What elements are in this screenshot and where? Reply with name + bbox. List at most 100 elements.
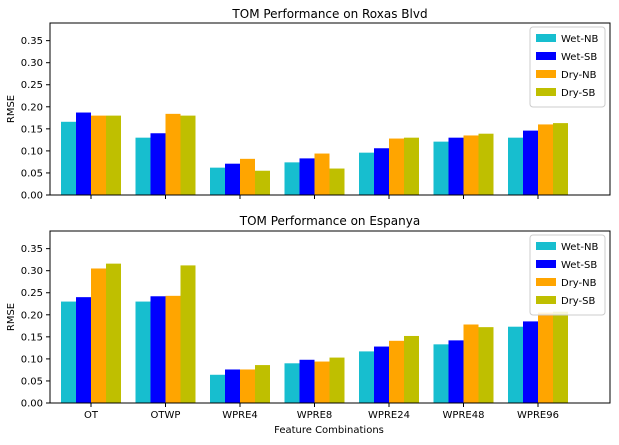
bar-wet-nb-wpre48 [433, 141, 449, 195]
bar-dry-sb-otwp [180, 115, 196, 195]
bar-wet-nb-ot [61, 121, 76, 195]
legend-swatch-dry-nb [536, 278, 556, 286]
bar-dry-sb-wpre4 [255, 365, 270, 403]
bar-dry-nb-ot [91, 115, 106, 195]
bar-dry-sb-wpre24 [404, 335, 419, 403]
bar-dry-sb-wpre96 [553, 123, 568, 195]
bar-dry-nb-wpre24 [389, 138, 404, 195]
bar-dry-nb-otwp [165, 295, 181, 403]
bar-dry-nb-wpre8 [314, 153, 330, 195]
bar-wet-sb-ot [76, 297, 91, 403]
bar-dry-nb-ot [91, 268, 106, 403]
legend-box [529, 234, 606, 316]
bar-dry-nb-wpre8 [314, 361, 330, 403]
bar-wet-nb-wpre48 [433, 344, 449, 403]
bar-wet-sb-otwp [150, 133, 166, 195]
legend-box [529, 26, 606, 108]
x-tick-label-wpre96: WPRE96 [517, 410, 559, 421]
x-tick-label-otwp: OTWP [151, 410, 181, 421]
bar-dry-sb-otwp [180, 265, 196, 403]
bar-dry-nb-otwp [165, 113, 181, 195]
bar-wet-sb-ot [76, 112, 91, 195]
y-tick-label: 0.10 [21, 354, 43, 365]
bar-dry-sb-wpre24 [404, 137, 419, 195]
y-tick-label: 0.00 [21, 191, 43, 202]
legend-label-dry-sb: Dry-SB [561, 296, 596, 307]
chart-panel-roxas-blvd: TOM Performance on Roxas Blvd RMSE 0.00 0.0… [6, 7, 611, 202]
bar-wet-nb-wpre4 [210, 167, 225, 195]
y-tick-label: 0.25 [21, 80, 43, 91]
bar-wet-nb-ot [61, 301, 76, 403]
chart-title: TOM Performance on Espanya [239, 214, 420, 228]
y-tick-label: 0.10 [21, 146, 43, 157]
x-tick-label-wpre48: WPRE48 [443, 410, 485, 421]
x-tick-label-wpre24: WPRE24 [368, 410, 410, 421]
legend-swatch-wet-sb [536, 52, 556, 60]
bar-wet-sb-otwp [150, 296, 166, 403]
bar-wet-nb-otwp [135, 301, 151, 403]
bar-dry-nb-wpre96 [538, 312, 553, 403]
y-axis-label: RMSE [6, 303, 17, 331]
bar-wet-nb-wpre8 [284, 162, 300, 195]
y-tick-label: 0.20 [21, 310, 43, 321]
chart-title: TOM Performance on Roxas Blvd [231, 7, 427, 21]
bar-dry-sb-wpre8 [329, 168, 345, 195]
bar-dry-nb-wpre4 [240, 158, 255, 195]
bar-wet-sb-wpre24 [374, 148, 389, 195]
legend-label-dry-nb: Dry-NB [561, 278, 597, 289]
bar-wet-sb-wpre4 [225, 163, 240, 195]
legend-swatch-wet-nb [536, 34, 556, 42]
y-tick-label: 0.30 [21, 58, 43, 69]
bar-wet-sb-wpre8 [299, 158, 315, 195]
y-tick-label: 0.25 [21, 288, 43, 299]
y-tick-label: 0.15 [21, 124, 43, 135]
bar-dry-sb-wpre96 [553, 311, 568, 403]
y-axis-label: RMSE [6, 95, 17, 123]
plot-frame [49, 22, 611, 196]
bar-dry-nb-wpre48 [463, 135, 479, 195]
bar-wet-nb-wpre24 [359, 351, 374, 403]
legend-label-wet-nb: Wet-NB [561, 34, 598, 45]
y-tick-label: 0.35 [21, 36, 43, 47]
legend: Wet-NB Wet-SB Dry-NB Dry-SB [529, 234, 606, 316]
legend-label-wet-nb: Wet-NB [561, 242, 598, 253]
y-tick-label: 0.35 [21, 244, 43, 255]
y-tick-label: 0.00 [21, 399, 43, 410]
y-tick-label: 0.05 [21, 168, 43, 179]
legend-label-dry-sb: Dry-SB [561, 88, 596, 99]
bar-wet-nb-wpre24 [359, 152, 374, 195]
bar-wet-nb-wpre96 [508, 326, 523, 403]
bar-wet-sb-wpre8 [299, 359, 315, 403]
x-tick-label-ot: OT [84, 410, 99, 421]
legend-swatch-dry-sb [536, 296, 556, 304]
plot-frame [49, 230, 611, 404]
legend-swatch-wet-nb [536, 242, 556, 250]
y-tick-label: 0.05 [21, 376, 43, 387]
bar-dry-sb-wpre48 [478, 327, 494, 403]
bar-dry-sb-wpre8 [329, 357, 345, 403]
bar-wet-nb-wpre96 [508, 137, 523, 195]
bar-dry-sb-wpre48 [478, 133, 494, 195]
legend-label-dry-nb: Dry-NB [561, 70, 597, 81]
legend-label-wet-sb: Wet-SB [561, 52, 597, 63]
y-tick-label: 0.20 [21, 102, 43, 113]
legend-swatch-dry-nb [536, 70, 556, 78]
bar-dry-nb-wpre4 [240, 369, 255, 403]
bar-wet-nb-wpre4 [210, 374, 225, 403]
bar-wet-sb-wpre96 [523, 130, 538, 195]
bar-dry-nb-wpre48 [463, 324, 479, 403]
bar-wet-nb-otwp [135, 137, 151, 195]
y-tick-label: 0.30 [21, 266, 43, 277]
bar-dry-nb-wpre96 [538, 124, 553, 195]
bar-wet-sb-wpre96 [523, 321, 538, 403]
legend: Wet-NB Wet-SB Dry-NB Dry-SB [529, 26, 606, 108]
legend-swatch-dry-sb [536, 88, 556, 96]
bar-wet-sb-wpre48 [448, 137, 464, 195]
x-tick-label-wpre8: WPRE8 [297, 410, 333, 421]
y-tick-label: 0.15 [21, 332, 43, 343]
bar-dry-sb-ot [106, 115, 121, 195]
bar-wet-nb-wpre8 [284, 363, 300, 403]
bar-dry-sb-wpre4 [255, 170, 270, 195]
